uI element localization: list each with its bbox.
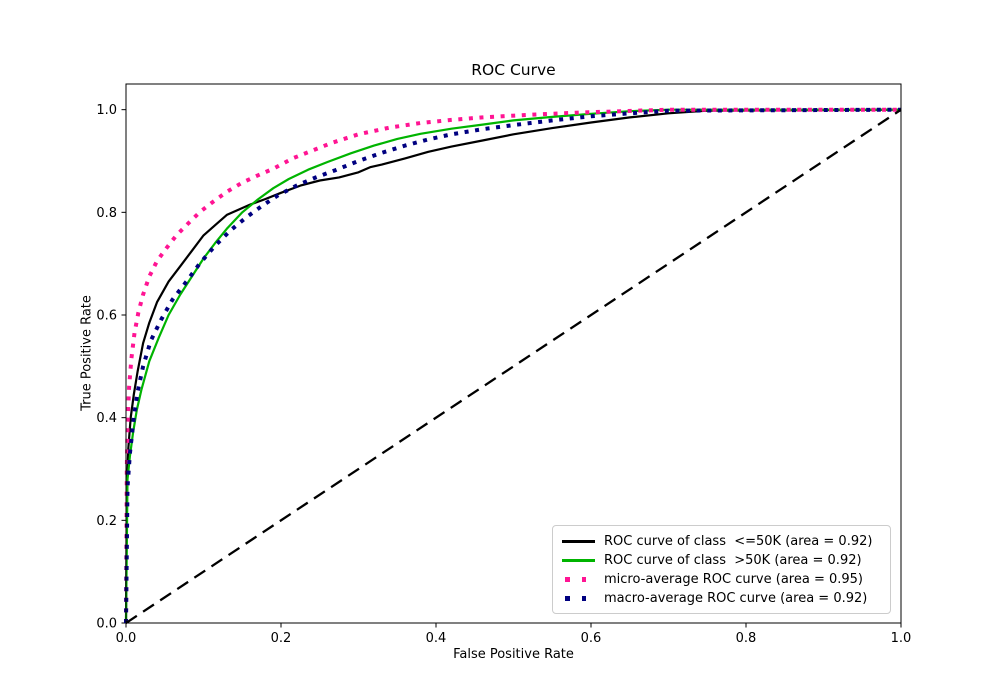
x-tick-label: 0.6 bbox=[581, 631, 602, 646]
legend-item-micro-average: micro-average ROC curve (area = 0.95) bbox=[562, 570, 881, 589]
legend-swatch-class-le50k bbox=[562, 540, 595, 543]
legend: ROC curve of class <=50K (area = 0.92) R… bbox=[552, 525, 891, 614]
legend-dot-sample bbox=[581, 596, 586, 601]
chart-title: ROC Curve bbox=[471, 61, 556, 79]
legend-line-sample bbox=[562, 540, 595, 543]
legend-dot-sample bbox=[565, 596, 570, 601]
y-tick-label: 0.8 bbox=[96, 206, 117, 221]
legend-label-class-le50k: ROC curve of class <=50K (area = 0.92) bbox=[604, 534, 873, 549]
legend-swatch-class-gt50k bbox=[562, 559, 595, 562]
x-axis-label: False Positive Rate bbox=[453, 647, 574, 662]
x-tick-label: 0.0 bbox=[116, 631, 137, 646]
legend-dot-sample bbox=[581, 577, 586, 582]
x-tick-label: 1.0 bbox=[891, 631, 912, 646]
roc-curve-roc-class-le50k bbox=[124, 108, 902, 624]
y-tick-label: 0.4 bbox=[96, 411, 117, 426]
roc-curve-roc-class-gt50k bbox=[124, 108, 901, 624]
x-tick-label: 0.2 bbox=[271, 631, 292, 646]
roc-curve-macro-average bbox=[124, 107, 902, 624]
y-tick-label: 0.0 bbox=[96, 617, 117, 632]
legend-swatch-micro-average bbox=[562, 577, 595, 582]
plot-spines bbox=[125, 83, 902, 624]
legend-item-macro-average: macro-average ROC curve (area = 0.92) bbox=[562, 589, 881, 608]
y-tick-label: 0.6 bbox=[96, 309, 117, 324]
legend-line-sample bbox=[562, 559, 595, 562]
x-tick-label: 0.4 bbox=[426, 631, 447, 646]
legend-label-class-gt50k: ROC curve of class >50K (area = 0.92) bbox=[604, 553, 862, 568]
y-axis-label: True Positive Rate bbox=[79, 295, 95, 411]
legend-item-class-le50k: ROC curve of class <=50K (area = 0.92) bbox=[562, 532, 881, 551]
y-tick-label: 1.0 bbox=[96, 103, 117, 118]
chance-diagonal-line bbox=[125, 108, 902, 624]
legend-item-class-gt50k: ROC curve of class >50K (area = 0.92) bbox=[562, 551, 881, 570]
legend-label-micro-average: micro-average ROC curve (area = 0.95) bbox=[604, 572, 863, 587]
y-tick-label: 0.2 bbox=[96, 514, 117, 529]
legend-label-macro-average: macro-average ROC curve (area = 0.92) bbox=[604, 591, 868, 606]
legend-swatch-macro-average bbox=[562, 596, 595, 601]
x-tick-label: 0.8 bbox=[736, 631, 757, 646]
legend-dot-sample bbox=[565, 577, 570, 582]
